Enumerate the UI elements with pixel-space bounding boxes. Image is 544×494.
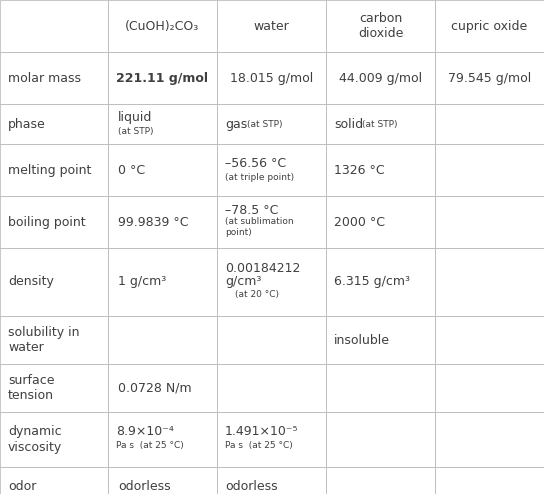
Bar xyxy=(435,412,544,467)
Text: (at sublimation: (at sublimation xyxy=(225,216,294,225)
Text: cupric oxide: cupric oxide xyxy=(452,19,528,33)
Text: boiling point: boiling point xyxy=(8,215,85,229)
Bar xyxy=(0,52,108,104)
Text: 221.11 g/mol: 221.11 g/mol xyxy=(116,72,208,84)
Bar xyxy=(0,144,108,196)
Bar xyxy=(435,0,544,52)
Bar xyxy=(217,104,326,144)
Bar xyxy=(326,467,435,494)
Text: odorless: odorless xyxy=(225,480,277,493)
Bar xyxy=(326,316,435,364)
Bar xyxy=(435,248,544,316)
Bar xyxy=(0,248,108,316)
Bar xyxy=(326,144,435,196)
Bar xyxy=(217,412,326,467)
Text: 0.0728 N/m: 0.0728 N/m xyxy=(118,381,191,395)
Text: 1 g/cm³: 1 g/cm³ xyxy=(118,276,166,288)
Bar xyxy=(435,104,544,144)
Text: surface
tension: surface tension xyxy=(8,374,54,402)
Text: insoluble: insoluble xyxy=(334,333,390,346)
Bar xyxy=(0,104,108,144)
Text: (at STP): (at STP) xyxy=(362,120,398,128)
Text: 6.315 g/cm³: 6.315 g/cm³ xyxy=(334,276,410,288)
Text: (at STP): (at STP) xyxy=(118,126,153,135)
Text: odorless: odorless xyxy=(118,480,171,493)
Text: 1.491×10⁻⁵: 1.491×10⁻⁵ xyxy=(225,425,299,438)
Bar xyxy=(217,316,326,364)
Text: 8.9×10⁻⁴: 8.9×10⁻⁴ xyxy=(116,425,174,438)
Text: liquid: liquid xyxy=(118,111,152,124)
Text: 0.00184212: 0.00184212 xyxy=(225,262,300,276)
Text: 79.545 g/mol: 79.545 g/mol xyxy=(448,72,531,84)
Text: molar mass: molar mass xyxy=(8,72,81,84)
Bar xyxy=(108,104,217,144)
Text: (at STP): (at STP) xyxy=(247,120,282,128)
Bar xyxy=(326,196,435,248)
Text: 2000 °C: 2000 °C xyxy=(334,215,385,229)
Text: –78.5 °C: –78.5 °C xyxy=(225,204,279,216)
Bar xyxy=(108,52,217,104)
Bar xyxy=(108,364,217,412)
Bar xyxy=(326,248,435,316)
Bar xyxy=(108,196,217,248)
Text: phase: phase xyxy=(8,118,46,130)
Text: solid: solid xyxy=(334,118,363,130)
Bar xyxy=(0,412,108,467)
Text: melting point: melting point xyxy=(8,164,91,176)
Bar xyxy=(326,104,435,144)
Text: (at 20 °C): (at 20 °C) xyxy=(235,289,279,298)
Bar xyxy=(217,248,326,316)
Bar xyxy=(217,467,326,494)
Text: 18.015 g/mol: 18.015 g/mol xyxy=(230,72,313,84)
Text: –56.56 °C: –56.56 °C xyxy=(225,157,286,169)
Bar xyxy=(108,316,217,364)
Bar xyxy=(0,0,108,52)
Text: (at triple point): (at triple point) xyxy=(225,172,294,181)
Bar xyxy=(0,364,108,412)
Text: solubility in
water: solubility in water xyxy=(8,326,79,354)
Bar xyxy=(0,316,108,364)
Bar xyxy=(435,52,544,104)
Bar xyxy=(108,412,217,467)
Bar xyxy=(435,364,544,412)
Bar xyxy=(326,52,435,104)
Bar xyxy=(0,467,108,494)
Text: odor: odor xyxy=(8,480,36,493)
Bar xyxy=(217,0,326,52)
Bar xyxy=(217,196,326,248)
Text: water: water xyxy=(254,19,289,33)
Text: point): point) xyxy=(225,228,252,237)
Text: 44.009 g/mol: 44.009 g/mol xyxy=(339,72,422,84)
Bar xyxy=(217,364,326,412)
Text: (CuOH)₂CO₃: (CuOH)₂CO₃ xyxy=(125,19,200,33)
Bar xyxy=(108,467,217,494)
Text: 0 °C: 0 °C xyxy=(118,164,145,176)
Text: carbon
dioxide: carbon dioxide xyxy=(358,12,403,40)
Text: g/cm³: g/cm³ xyxy=(225,275,261,288)
Bar xyxy=(435,467,544,494)
Bar xyxy=(435,316,544,364)
Bar xyxy=(326,0,435,52)
Bar xyxy=(108,144,217,196)
Text: 1326 °C: 1326 °C xyxy=(334,164,385,176)
Text: 99.9839 °C: 99.9839 °C xyxy=(118,215,189,229)
Bar xyxy=(326,412,435,467)
Bar xyxy=(108,248,217,316)
Bar xyxy=(435,144,544,196)
Bar xyxy=(108,0,217,52)
Bar xyxy=(435,196,544,248)
Bar xyxy=(326,364,435,412)
Text: Pa s  (at 25 °C): Pa s (at 25 °C) xyxy=(116,441,184,450)
Bar xyxy=(0,196,108,248)
Text: gas: gas xyxy=(225,118,248,130)
Text: density: density xyxy=(8,276,54,288)
Text: Pa s  (at 25 °C): Pa s (at 25 °C) xyxy=(225,441,293,450)
Text: dynamic
viscosity: dynamic viscosity xyxy=(8,425,62,453)
Bar xyxy=(217,52,326,104)
Bar xyxy=(217,144,326,196)
